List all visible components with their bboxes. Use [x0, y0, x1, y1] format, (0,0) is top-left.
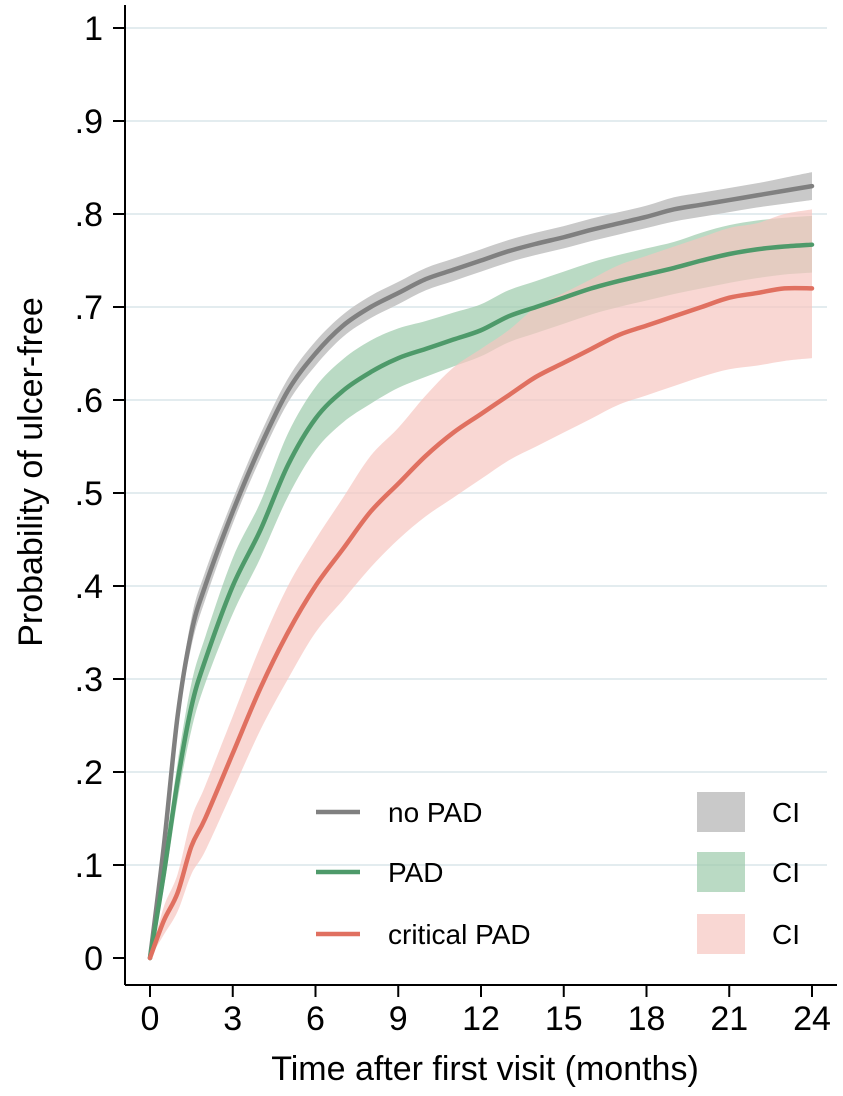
legend-label-no-pad: no PAD	[388, 797, 482, 828]
legend-ci-label-critical-pad: CI	[772, 919, 800, 950]
ci-band-critical-pad	[150, 209, 812, 959]
x-tick-label-0: 0	[141, 1000, 160, 1038]
y-tick-label-4: .4	[75, 568, 103, 606]
y-axis-title: Probability of ulcer-free	[12, 297, 50, 647]
ci-band-pad	[150, 215, 812, 959]
legend-label-pad: PAD	[388, 857, 444, 888]
x-axis-title: Time after first visit (months)	[271, 1050, 699, 1088]
series-line-pad	[147, 242, 815, 961]
series-line-critical-pad	[147, 285, 815, 961]
y-tick-label-10: 1	[84, 10, 103, 48]
legend-ci-label-pad: CI	[772, 857, 800, 888]
y-tick-label-9: .9	[75, 103, 103, 141]
y-tick-label-7: .7	[75, 289, 103, 327]
series-line-no-pad	[147, 183, 815, 961]
axes: 0 .1 .2 .3 .4 .5 .6 .7 .8 .9 1 0 3 6 9 12 15 18 21 24 Time a…	[12, 5, 837, 1088]
x-tick-label-3: 9	[389, 1000, 408, 1038]
y-tick-label-8: .8	[75, 196, 103, 234]
legend-ci-swatch-no-pad	[697, 792, 745, 832]
y-tick-label-3: .3	[75, 661, 103, 699]
y-tick-label-1: .1	[75, 847, 103, 885]
x-tick-label-6: 18	[628, 1000, 666, 1038]
x-tick-label-2: 6	[306, 1000, 325, 1038]
y-tick-label-2: .2	[75, 754, 103, 792]
x-tick-label-1: 3	[223, 1000, 242, 1038]
legend: no PAD CI PAD CI critical PAD CI	[316, 792, 800, 954]
y-tick-label-0: 0	[84, 940, 103, 978]
legend-label-critical-pad: critical PAD	[388, 919, 531, 950]
x-tick-label-5: 15	[545, 1000, 583, 1038]
legend-ci-swatch-pad	[697, 852, 745, 892]
y-tick-label-5: .5	[75, 475, 103, 513]
ci-bands	[150, 172, 812, 959]
y-tick-label-6: .6	[75, 382, 103, 420]
series-lines	[147, 183, 815, 961]
legend-ci-swatch-critical-pad	[697, 914, 745, 954]
x-tick-label-8: 24	[793, 1000, 831, 1038]
x-tick-label-4: 12	[462, 1000, 500, 1038]
legend-ci-label-no-pad: CI	[772, 797, 800, 828]
x-tick-label-7: 21	[710, 1000, 748, 1038]
